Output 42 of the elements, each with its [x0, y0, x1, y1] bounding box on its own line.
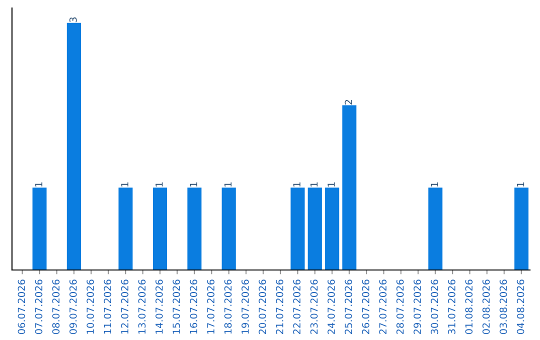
data-label: 1: [190, 182, 198, 187]
x-tick-label: 17.07.2026: [207, 280, 214, 334]
data-label: 1: [310, 182, 318, 187]
x-tick-label: 10.07.2026: [86, 280, 94, 334]
x-tick-label: 22.07.2026: [293, 280, 300, 334]
data-label: 2: [344, 100, 352, 105]
x-tick-label: 23.07.2026: [310, 280, 318, 334]
x-tick-label: 14.07.2026: [155, 280, 163, 334]
x-tick-label: 13.07.2026: [138, 280, 146, 334]
x-tick-label: 02.08.2026: [482, 280, 490, 334]
x-tick-label: 01.08.2026: [465, 280, 473, 334]
data-label: 1: [35, 182, 42, 187]
x-tick-label: 20.07.2026: [258, 280, 266, 334]
data-label: 1: [224, 182, 232, 187]
data-label: 1: [430, 182, 438, 187]
x-tick-label: 30.07.2026: [430, 280, 438, 334]
x-tick-label: 19.07.2026: [242, 280, 249, 334]
x-tick-label: 03.08.2026: [500, 280, 508, 334]
x-tick-label: 21.07.2026: [276, 280, 284, 334]
x-tick-label: 04.08.2026: [516, 280, 524, 334]
data-label: 1: [516, 182, 524, 187]
x-tick-label: 15.07.2026: [172, 280, 180, 334]
x-tick-label: 24.07.2026: [328, 280, 335, 334]
x-tick-label: 16.07.2026: [190, 280, 198, 334]
data-label: 1: [156, 182, 163, 187]
x-tick-label: 09.07.2026: [69, 280, 77, 334]
x-tick-label: 11.07.2026: [104, 280, 112, 334]
x-tick-label: 28.07.2026: [396, 280, 404, 334]
x-tick-label: 06.07.2026: [18, 280, 26, 334]
data-label: 1: [328, 182, 335, 187]
x-tick-label: 12.07.2026: [121, 280, 128, 334]
x-tick-label: 08.07.2026: [52, 280, 60, 334]
data-label: 1: [293, 182, 300, 187]
x-tick-label: 27.07.2026: [379, 280, 387, 334]
x-tick-label: 07.07.2026: [35, 280, 42, 334]
x-tick-label: 25.07.2026: [344, 280, 352, 334]
data-label: 1: [121, 182, 128, 187]
x-tick-label: 18.07.2026: [224, 280, 232, 334]
x-tick-label: 31.07.2026: [448, 280, 456, 334]
x-tick-label: 29.07.2026: [414, 280, 421, 334]
x-tick-label: 26.07.2026: [362, 280, 370, 334]
data-label: 3: [69, 17, 77, 22]
